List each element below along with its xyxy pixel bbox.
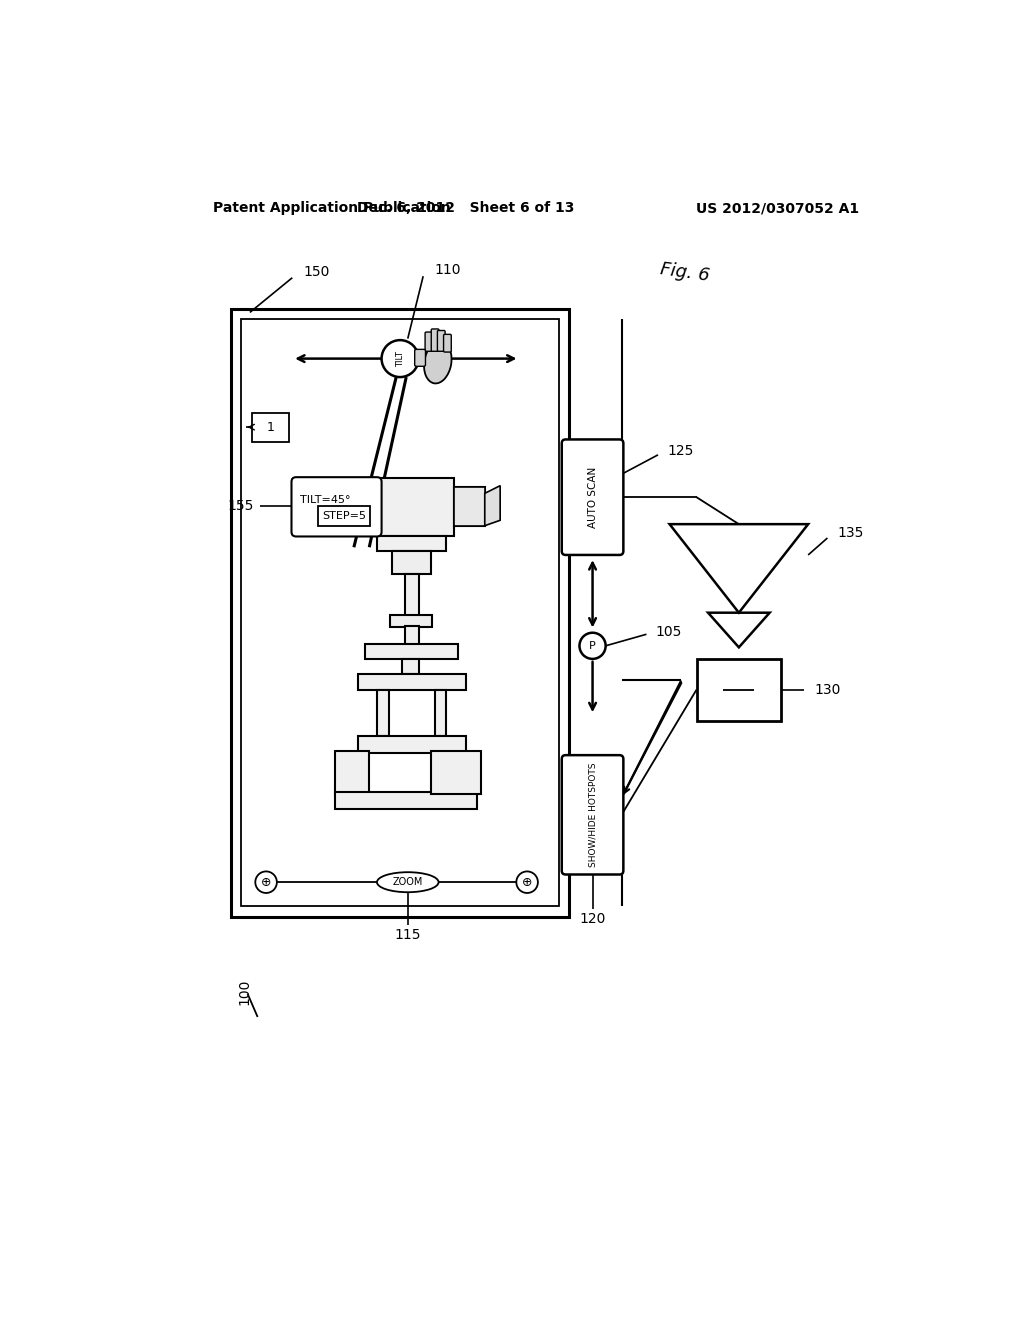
Bar: [357, 675, 466, 689]
Bar: [390, 615, 432, 627]
Bar: [252, 412, 289, 442]
Text: P: P: [589, 640, 596, 651]
Bar: [454, 487, 484, 525]
Text: 115: 115: [394, 928, 421, 941]
Polygon shape: [454, 487, 484, 525]
Bar: [357, 737, 466, 752]
FancyBboxPatch shape: [443, 334, 452, 352]
Bar: [335, 751, 370, 793]
Text: SHOW/HIDE HOTSPOTS: SHOW/HIDE HOTSPOTS: [588, 762, 597, 867]
Bar: [335, 792, 477, 809]
Bar: [377, 689, 388, 737]
Text: 100: 100: [238, 978, 252, 1005]
Bar: [406, 574, 419, 616]
Bar: [317, 507, 370, 527]
FancyBboxPatch shape: [415, 350, 425, 367]
Text: US 2012/0307052 A1: US 2012/0307052 A1: [695, 202, 859, 215]
Text: 150: 150: [303, 265, 330, 280]
FancyBboxPatch shape: [562, 755, 624, 874]
Bar: [242, 319, 559, 906]
Circle shape: [255, 871, 276, 892]
Ellipse shape: [424, 342, 452, 383]
Text: 155: 155: [227, 499, 254, 513]
Circle shape: [580, 632, 605, 659]
Bar: [392, 552, 431, 574]
Bar: [366, 644, 458, 659]
Text: STEP=5: STEP=5: [322, 511, 366, 521]
Text: 1: 1: [267, 421, 274, 434]
Text: 130: 130: [814, 682, 841, 697]
Bar: [406, 626, 419, 645]
Text: 125: 125: [668, 444, 693, 458]
Text: TILT: TILT: [395, 351, 404, 367]
Text: Patent Application Publication: Patent Application Publication: [213, 202, 451, 215]
Bar: [370, 478, 454, 536]
Bar: [402, 659, 419, 675]
Text: ⊕: ⊕: [261, 875, 271, 888]
Text: 135: 135: [838, 527, 864, 540]
FancyBboxPatch shape: [437, 330, 445, 351]
Ellipse shape: [377, 873, 438, 892]
Text: Fig. 6: Fig. 6: [659, 260, 711, 285]
Circle shape: [382, 341, 419, 378]
Text: ZOOM: ZOOM: [392, 878, 423, 887]
FancyBboxPatch shape: [292, 478, 382, 536]
Text: 105: 105: [655, 624, 682, 639]
Polygon shape: [484, 486, 500, 525]
FancyBboxPatch shape: [431, 329, 439, 351]
Bar: [230, 309, 569, 917]
FancyBboxPatch shape: [562, 440, 624, 554]
Text: 120: 120: [580, 912, 606, 927]
FancyBboxPatch shape: [425, 333, 433, 351]
Text: ⊕: ⊕: [522, 875, 532, 888]
Text: AUTO SCAN: AUTO SCAN: [588, 466, 598, 528]
Circle shape: [516, 871, 538, 892]
Text: Dec. 6, 2012   Sheet 6 of 13: Dec. 6, 2012 Sheet 6 of 13: [356, 202, 574, 215]
Text: 110: 110: [435, 263, 461, 277]
Text: TILT=45°: TILT=45°: [300, 495, 350, 506]
Bar: [431, 751, 481, 793]
Bar: [377, 536, 446, 552]
Bar: [435, 689, 446, 737]
Bar: [696, 659, 781, 721]
